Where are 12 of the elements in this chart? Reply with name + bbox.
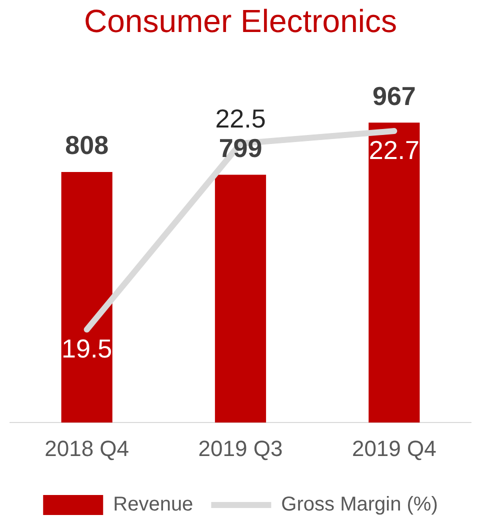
- legend-label: Revenue: [113, 494, 194, 516]
- data-label: 799: [218, 132, 262, 163]
- data-label: 19.5: [62, 334, 112, 364]
- x-tick-label: 2018 Q4: [44, 436, 130, 461]
- data-label: 808: [65, 130, 109, 160]
- x-tick-label: 2019 Q3: [198, 436, 283, 461]
- chart-title: Consumer Electronics: [84, 3, 397, 40]
- data-label: 22.7: [368, 135, 420, 166]
- data-label: 967: [372, 80, 416, 111]
- x-tick-label: 2019 Q4: [352, 436, 436, 461]
- legend-label: Gross Margin (%): [281, 494, 438, 516]
- data-label: 22.5: [215, 104, 266, 134]
